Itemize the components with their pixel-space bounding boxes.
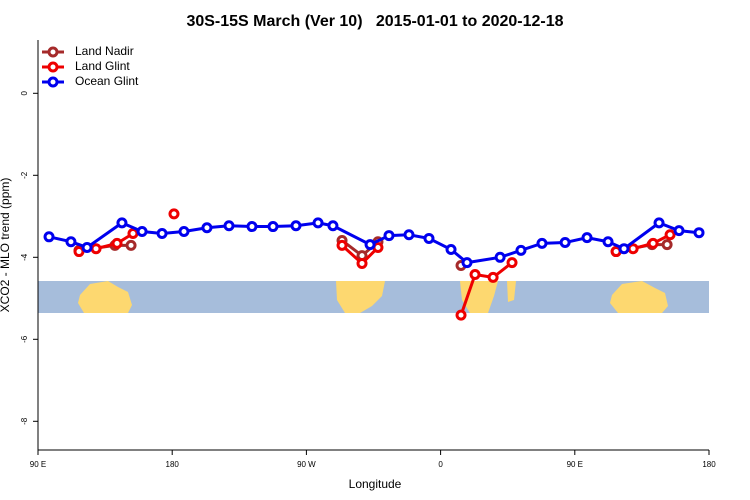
point [693,227,705,239]
point [487,271,499,283]
legend-marker [47,46,59,58]
point [168,208,180,220]
point [127,228,139,240]
point [327,220,339,232]
point [461,257,473,269]
point [81,241,93,253]
legend-label: Ocean Glint [75,74,139,88]
map-strip [38,281,709,313]
point [43,231,55,243]
point [201,222,213,234]
x-tick-label: 90 E [30,460,46,469]
y-tick-label: -2 [20,171,29,179]
point [647,237,659,249]
point [73,246,85,258]
point [246,221,258,233]
y-tick-label: -8 [20,417,29,425]
point [423,232,435,244]
point [125,239,137,251]
point [559,237,571,249]
point [178,225,190,237]
point [116,217,128,229]
y-tick-label: -4 [20,253,29,261]
point [336,239,348,251]
x-tick-label: 90 W [297,460,316,469]
x-axis-label: Longitude [349,477,402,491]
point [364,239,376,251]
point [65,236,77,248]
point [156,228,168,240]
point [653,217,665,229]
x-tick-label: 0 [438,460,443,469]
point [136,225,148,237]
point [356,257,368,269]
point [223,220,235,232]
legend-marker [47,76,59,88]
chart-title: 30S-15S March (Ver 10) 2015-01-01 to 202… [186,13,563,30]
point [445,244,457,256]
point [267,221,279,233]
point [581,232,593,244]
point [602,236,614,248]
x-tick-label: 180 [166,460,180,469]
point [455,309,467,321]
point [383,230,395,242]
legend-marker [47,61,59,73]
point [536,237,548,249]
point [506,257,518,269]
legend-label: Land Nadir [75,44,134,58]
y-tick-label: 0 [20,91,29,96]
y-tick-label: -6 [20,335,29,343]
point [403,229,415,241]
point [312,217,324,229]
point [290,220,302,232]
y-axis-label: XCO2 - MLO trend (ppm) [0,178,12,313]
point [673,225,685,237]
x-tick-label: 90 E [567,460,583,469]
point [661,239,673,251]
legend-label: Land Glint [75,59,130,73]
point [618,243,630,255]
point [469,269,481,281]
x-tick-label: 180 [702,460,716,469]
point [494,251,506,263]
point [515,244,527,256]
point [111,237,123,249]
point [90,243,102,255]
point [664,229,676,241]
